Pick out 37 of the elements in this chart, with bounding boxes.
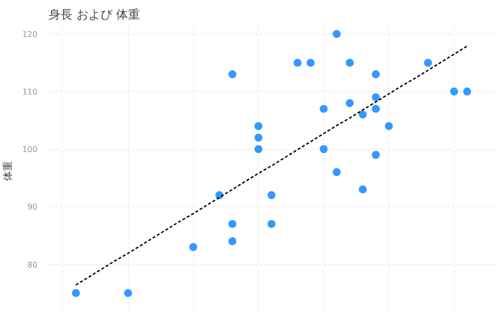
y-tick-label: 90: [27, 202, 38, 212]
point: [372, 104, 380, 113]
point: [306, 58, 315, 67]
point: [358, 185, 367, 194]
point: [320, 145, 328, 154]
point: [463, 88, 472, 96]
point: [358, 110, 367, 119]
point: [372, 70, 380, 78]
point: [450, 88, 458, 96]
y-tick-label: 80: [27, 260, 38, 270]
line-series: [75, 45, 468, 286]
point: [346, 58, 354, 67]
point: [332, 30, 341, 38]
point: [346, 99, 354, 108]
point: [332, 168, 341, 176]
point: [254, 145, 262, 154]
y-axis-title: 体重: [2, 161, 14, 181]
point: [424, 58, 432, 67]
point: [254, 134, 262, 142]
point: [372, 93, 380, 102]
point: [189, 243, 198, 251]
y-tick-label: 120: [22, 30, 38, 39]
point: [72, 289, 80, 298]
point: [294, 58, 302, 67]
chart-title: 身長 および 体重: [48, 8, 140, 22]
point: [228, 70, 236, 78]
point: [228, 237, 236, 246]
point: [228, 220, 236, 228]
point: [268, 191, 276, 200]
y-tick-label: 110: [22, 88, 38, 97]
point: [254, 122, 262, 130]
point: [124, 289, 132, 298]
point: [268, 220, 276, 228]
point: [320, 104, 328, 113]
point: [372, 150, 380, 159]
y-tick-label: 100: [22, 145, 38, 154]
point: [384, 122, 393, 130]
